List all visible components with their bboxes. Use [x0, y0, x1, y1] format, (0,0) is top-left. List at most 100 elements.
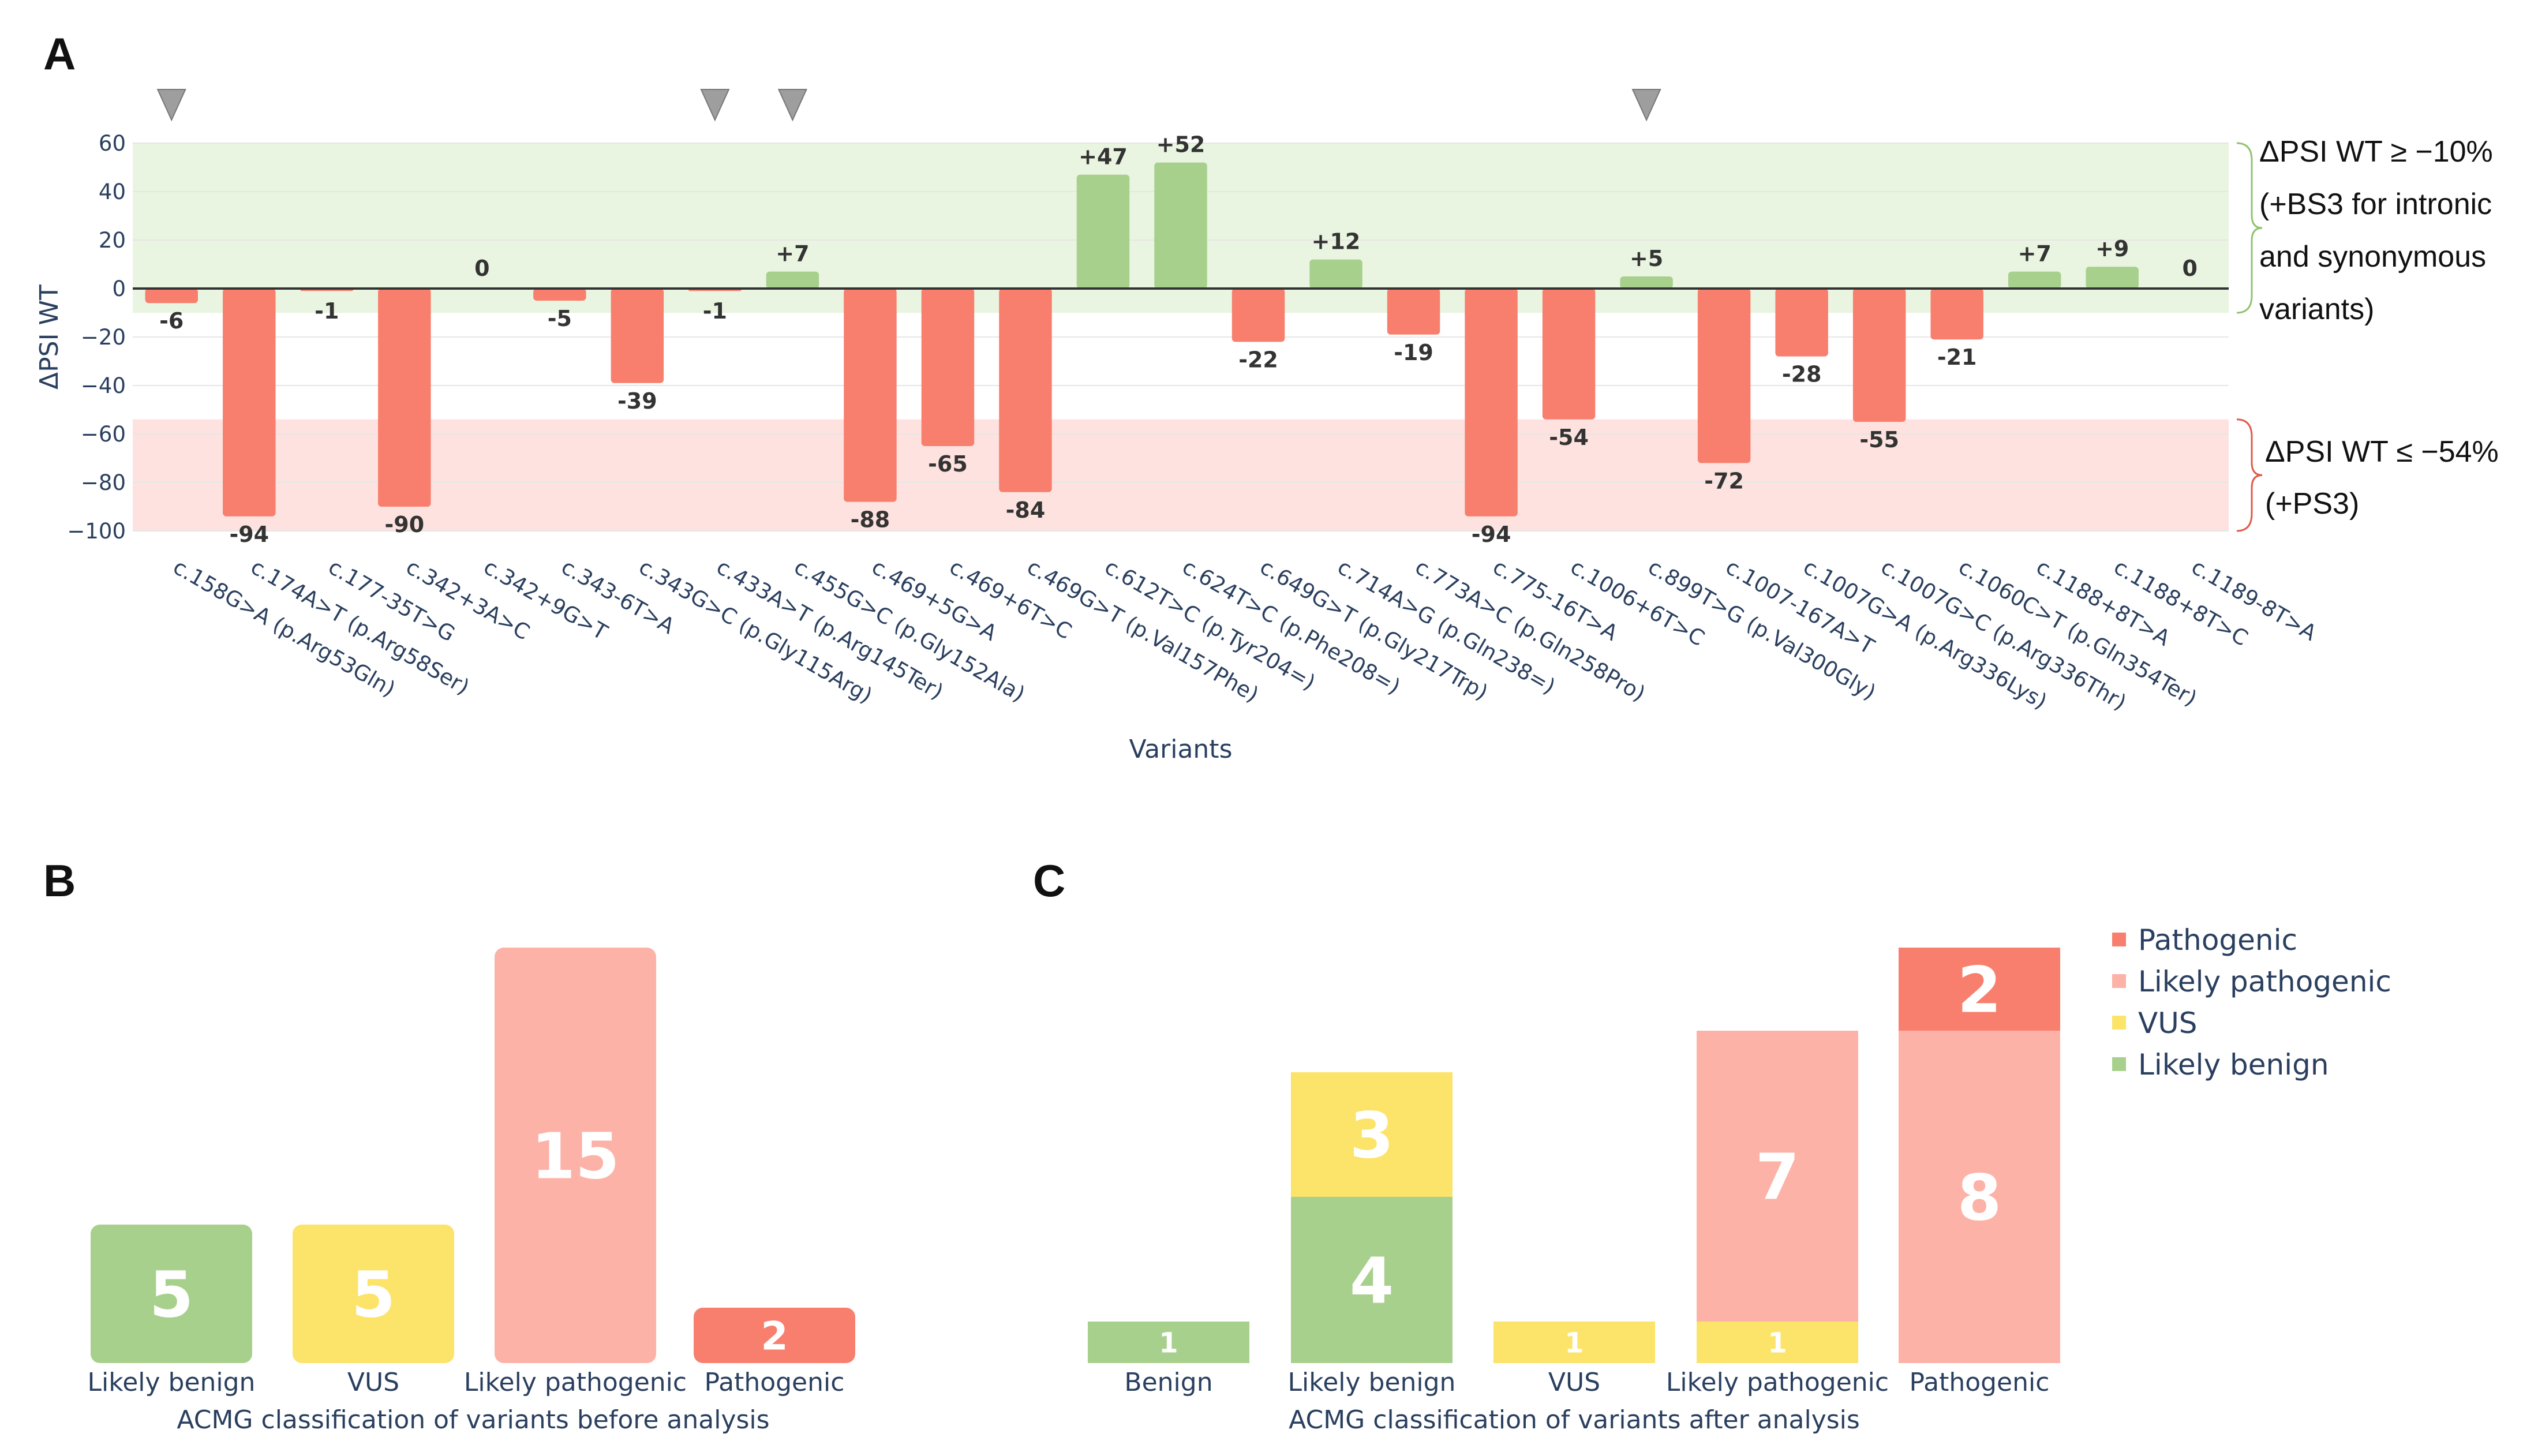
benign-band-annotation: variants)	[2259, 293, 2374, 326]
bar	[1231, 289, 1285, 342]
bar-value-label: -94	[1472, 522, 1511, 547]
y-tick-label: −100	[67, 519, 126, 544]
x-tick-label: c.1188+8T>C	[2110, 555, 2252, 651]
chart-b: 5 Likely benign 5 VUS 15 Likely pathogenic 2 Pa…	[88, 948, 855, 1435]
panel-b-label: B	[43, 855, 76, 906]
legend-label: Pathogenic	[2138, 923, 2297, 957]
bar	[293, 1225, 454, 1363]
bar-value-label: -54	[1549, 425, 1589, 450]
bar	[1620, 276, 1673, 289]
bar	[223, 289, 276, 516]
bar-value-label: -28	[1782, 362, 1822, 387]
y-tick-label: −20	[81, 325, 126, 350]
benign-band-annotation: (+BS3 for intronic	[2259, 188, 2492, 221]
panel-a-label: A	[43, 28, 76, 79]
bar-value-label: +9	[2095, 236, 2129, 261]
chart-a: 60 40 20 0 −20 −40 −60 −80 −100 ΔPSI WT -6 -94 -1 -90…	[35, 89, 2499, 764]
y-tick-label: 0	[112, 276, 126, 301]
bar	[1387, 289, 1440, 335]
legend-swatch	[2112, 933, 2126, 946]
segment-count-label: 2	[1957, 953, 2002, 1027]
stack-segment	[1697, 1322, 1858, 1363]
band-brace	[2236, 142, 2263, 314]
variant-marker-icon	[777, 89, 807, 122]
y-tick-label: 20	[99, 228, 126, 253]
bar	[145, 289, 198, 304]
variant-marker-icon	[700, 89, 730, 122]
bar-count-label: 5	[351, 1258, 396, 1332]
category-label: Pathogenic	[1910, 1368, 2050, 1397]
pathogenic-band-annotation: (+PS3)	[2265, 487, 2359, 521]
segment-count-label: 4	[1350, 1244, 1394, 1318]
category-label: Benign	[1124, 1368, 1212, 1397]
bar	[611, 289, 664, 383]
bar	[1852, 289, 1906, 422]
segment-count-label: 3	[1350, 1099, 1394, 1173]
x-axis-title: ACMG classification of variants before a…	[177, 1405, 769, 1435]
bar	[91, 1225, 252, 1363]
legend-swatch	[2112, 974, 2126, 988]
y-tick-label: −60	[81, 422, 126, 447]
y-tick-label: 40	[99, 179, 126, 204]
bar	[766, 271, 819, 289]
bar	[1309, 259, 1362, 289]
bar	[1465, 289, 1518, 516]
bar-value-label: -1	[315, 298, 339, 324]
bar	[999, 289, 1052, 492]
bar	[378, 289, 431, 507]
bar-count-label: 5	[149, 1258, 194, 1332]
bar	[495, 948, 656, 1363]
category-label: Likely benign	[1288, 1368, 1456, 1397]
bar	[533, 289, 586, 301]
bar-value-label: +47	[1079, 144, 1128, 170]
bar-value-label: -19	[1394, 340, 1433, 365]
category-label: Likely pathogenic	[464, 1368, 687, 1397]
category-label: Pathogenic	[705, 1368, 845, 1397]
stack-segment	[1291, 1072, 1453, 1197]
stack-segment	[1291, 1197, 1453, 1363]
y-tick-label: −40	[81, 373, 126, 398]
bar-value-label: -88	[851, 507, 890, 533]
category-label: Likely pathogenic	[1666, 1368, 1889, 1397]
x-axis-title: Variants	[1129, 735, 1233, 764]
bar	[1775, 289, 1828, 357]
bar-value-label: +12	[1312, 229, 1361, 254]
bar-value-label: -22	[1238, 347, 1278, 372]
category-label: VUS	[1548, 1368, 1600, 1397]
legend-label: Likely benign	[2138, 1048, 2329, 1081]
legend-label: VUS	[2138, 1006, 2198, 1040]
bar-value-label: +7	[2018, 241, 2052, 267]
benign-band-annotation: ΔPSI WT ≥ −10%	[2259, 135, 2493, 169]
bar	[2086, 267, 2139, 289]
bar-value-label: -72	[1704, 468, 1744, 493]
legend-swatch	[2112, 1016, 2126, 1030]
bar	[694, 1308, 855, 1363]
bar-count-label: 2	[761, 1313, 788, 1359]
x-axis-title: ACMG classification of variants after an…	[1289, 1405, 1860, 1435]
variant-marker-icon	[1631, 89, 1661, 122]
bar-value-label: +7	[776, 241, 809, 267]
bar-value-label: -39	[617, 388, 657, 414]
segment-count-label: 1	[1768, 1327, 1787, 1359]
segment-count-label: 1	[1159, 1327, 1178, 1359]
bar-value-label: -94	[229, 522, 269, 547]
bar-value-label: -90	[384, 512, 424, 537]
stack-segment	[1493, 1322, 1655, 1363]
bar	[844, 289, 897, 502]
bar-value-label: -5	[548, 306, 572, 331]
chart-c: 1 4 3 1 1 7 8 2 Benign Likely benign VUS Likely pat…	[1088, 923, 2391, 1435]
pathogenic-band	[133, 419, 2229, 531]
benign-band-annotation: and synonymous	[2259, 240, 2486, 274]
bar	[921, 289, 975, 446]
bar-value-label: -65	[928, 451, 968, 477]
bar-value-label: -55	[1859, 427, 1899, 452]
y-axis-title: ΔPSI WT	[35, 285, 64, 390]
panel-c-label: C	[1033, 855, 1065, 906]
bar	[2008, 271, 2061, 289]
bar	[1076, 174, 1130, 289]
bar	[1697, 289, 1751, 463]
segment-count-label: 8	[1957, 1161, 2002, 1235]
bar	[1154, 162, 1207, 289]
band-brace	[2236, 418, 2263, 532]
